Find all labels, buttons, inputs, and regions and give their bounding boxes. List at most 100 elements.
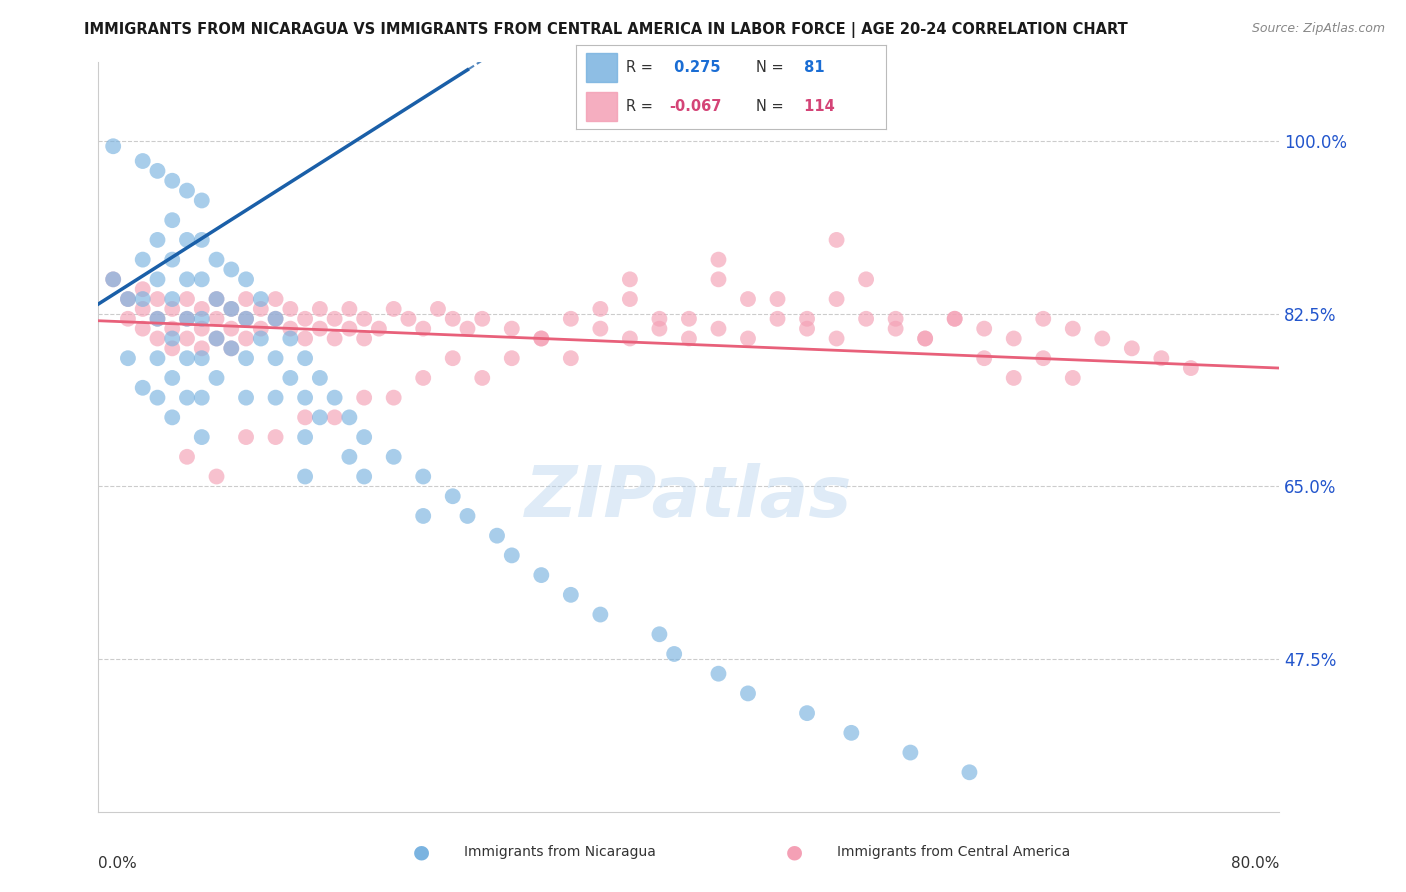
Text: Immigrants from Central America: Immigrants from Central America — [837, 845, 1070, 859]
Point — [619, 272, 641, 286]
Point — [191, 194, 214, 208]
Point — [530, 331, 553, 345]
Point — [825, 331, 848, 345]
Point — [117, 292, 139, 306]
Point — [900, 746, 922, 760]
Point — [309, 301, 332, 316]
Point — [294, 469, 316, 483]
Point — [132, 381, 155, 395]
Text: R =: R = — [626, 60, 652, 75]
Point — [382, 391, 405, 405]
Point — [264, 311, 287, 326]
Point — [162, 213, 183, 227]
Point — [264, 351, 287, 366]
Point — [353, 331, 375, 345]
Point — [560, 588, 582, 602]
Point — [294, 430, 316, 444]
Point — [146, 311, 169, 326]
Point — [339, 301, 361, 316]
Point — [146, 311, 169, 326]
Point — [235, 351, 257, 366]
Point — [619, 292, 641, 306]
Point — [664, 647, 686, 661]
Point — [162, 174, 183, 188]
Point — [205, 331, 228, 345]
Point — [973, 321, 995, 335]
Point — [191, 321, 214, 335]
Point — [176, 331, 198, 345]
Bar — [586, 54, 617, 82]
Point — [441, 311, 464, 326]
Point — [323, 391, 346, 405]
Point — [146, 272, 169, 286]
Point — [530, 331, 553, 345]
Point — [221, 321, 243, 335]
Point — [221, 342, 243, 356]
Point — [103, 272, 125, 286]
Point — [368, 321, 391, 335]
Text: 114: 114 — [799, 99, 835, 114]
Point — [501, 321, 523, 335]
Point — [323, 311, 346, 326]
Point — [353, 469, 375, 483]
Point — [103, 139, 125, 153]
Point — [884, 321, 907, 335]
Point — [146, 164, 169, 178]
Point — [221, 262, 243, 277]
Point — [176, 233, 198, 247]
Point — [353, 430, 375, 444]
Point — [280, 371, 302, 385]
Point — [855, 311, 877, 326]
Point — [382, 301, 405, 316]
Point — [560, 311, 582, 326]
Point — [1032, 351, 1054, 366]
Point — [841, 726, 863, 740]
Point — [943, 311, 966, 326]
Point — [589, 607, 612, 622]
Point — [1150, 351, 1173, 366]
Point — [235, 292, 257, 306]
Point — [250, 321, 273, 335]
Point — [205, 292, 228, 306]
Text: 0.275: 0.275 — [669, 60, 721, 75]
Point — [176, 292, 198, 306]
Text: ●: ● — [786, 842, 803, 862]
Point — [737, 292, 759, 306]
Point — [264, 311, 287, 326]
Point — [1062, 371, 1084, 385]
Point — [589, 321, 612, 335]
Point — [766, 292, 789, 306]
Point — [707, 252, 730, 267]
Point — [412, 321, 434, 335]
Point — [412, 469, 434, 483]
Point — [221, 342, 243, 356]
Text: IMMIGRANTS FROM NICARAGUA VS IMMIGRANTS FROM CENTRAL AMERICA IN LABOR FORCE | AG: IMMIGRANTS FROM NICARAGUA VS IMMIGRANTS … — [84, 22, 1128, 38]
Point — [146, 391, 169, 405]
Point — [191, 272, 214, 286]
Point — [1032, 311, 1054, 326]
Point — [162, 371, 183, 385]
Point — [205, 292, 228, 306]
Point — [825, 233, 848, 247]
Point — [280, 301, 302, 316]
Text: N =: N = — [756, 60, 783, 75]
Point — [796, 706, 818, 720]
Bar — [586, 92, 617, 120]
Point — [250, 292, 273, 306]
Point — [162, 410, 183, 425]
Point — [737, 686, 759, 700]
Point — [1180, 361, 1202, 376]
Point — [796, 311, 818, 326]
Point — [103, 272, 125, 286]
Point — [707, 321, 730, 335]
Point — [191, 391, 214, 405]
Point — [323, 331, 346, 345]
Point — [146, 292, 169, 306]
Point — [766, 311, 789, 326]
Point — [294, 311, 316, 326]
Point — [235, 311, 257, 326]
Point — [707, 666, 730, 681]
Point — [486, 529, 509, 543]
Point — [471, 371, 494, 385]
Point — [339, 321, 361, 335]
